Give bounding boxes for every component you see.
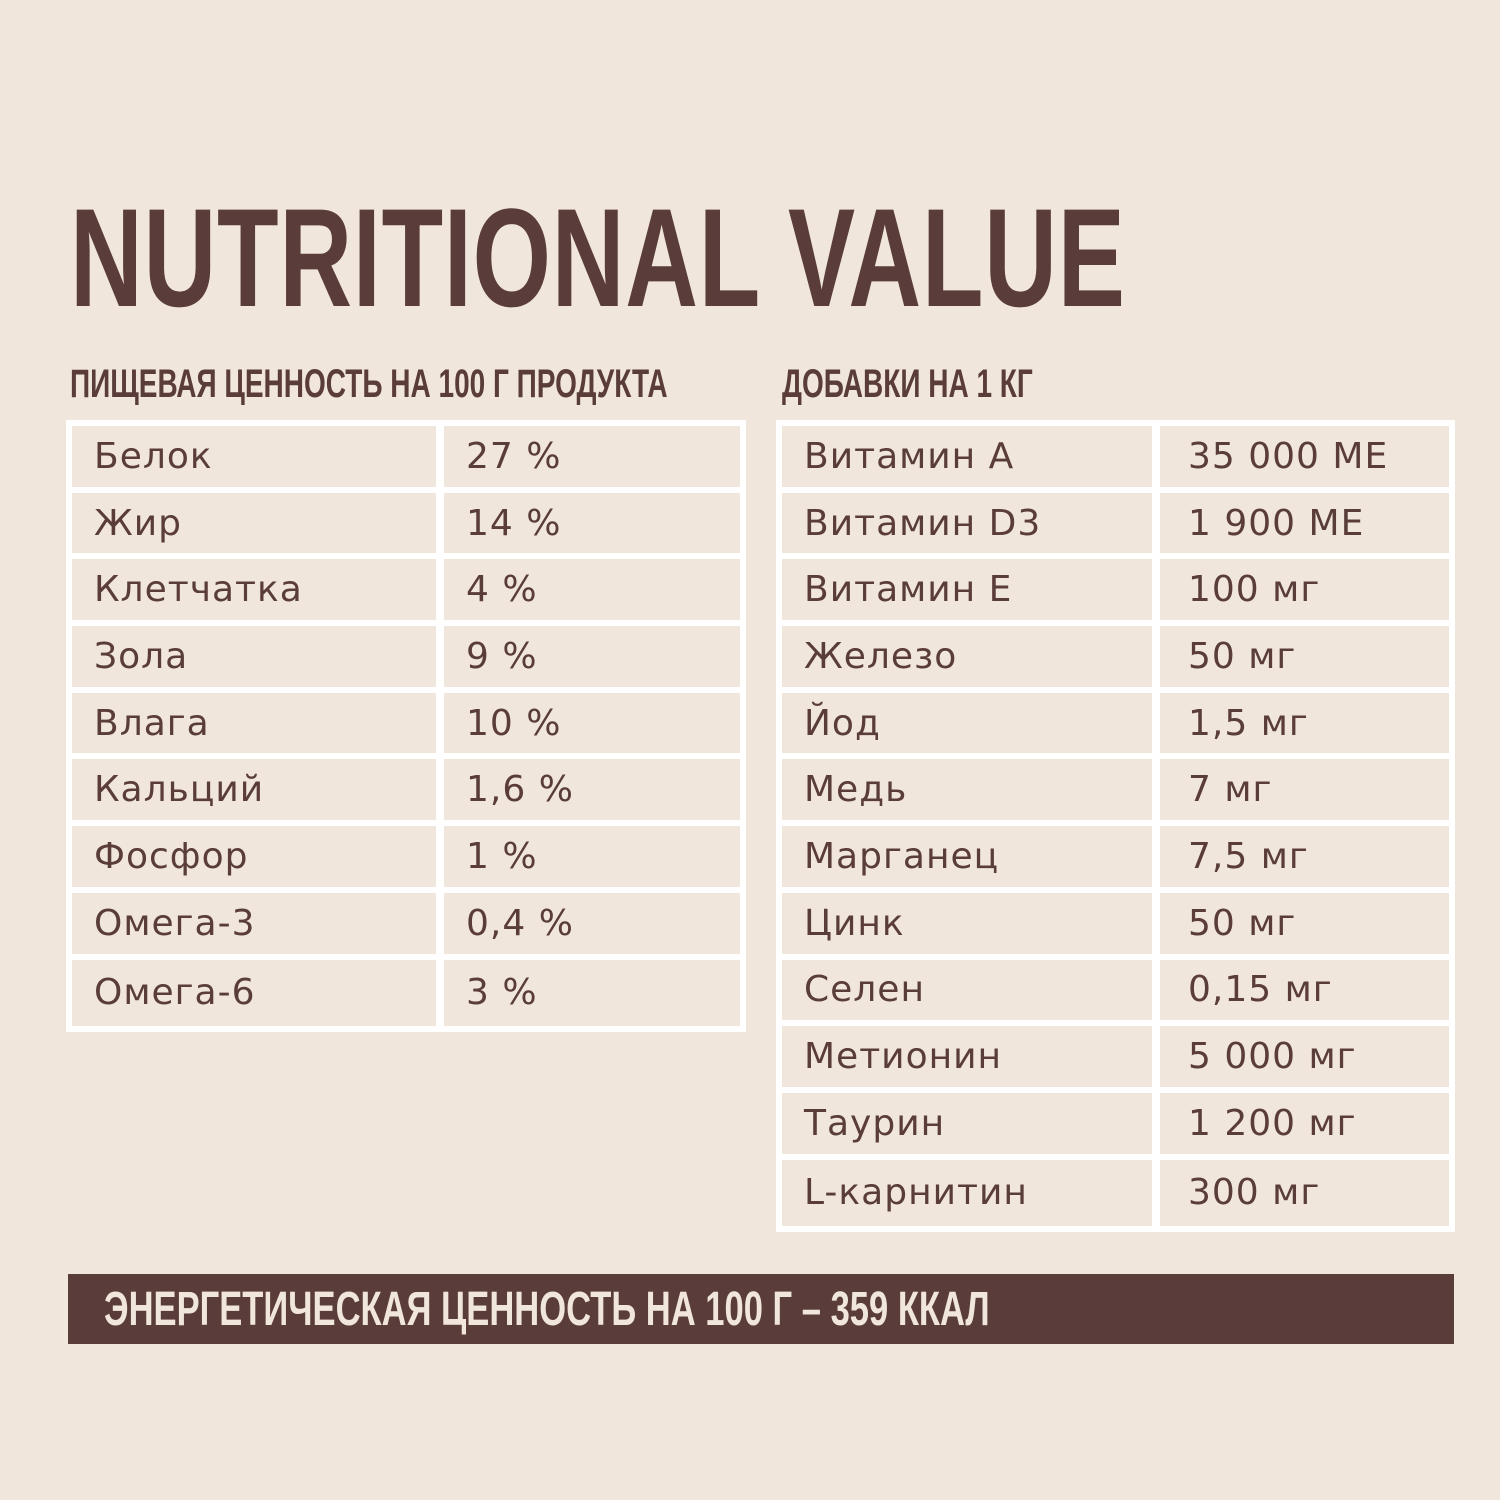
additive-value: 7,5 мг	[1188, 835, 1309, 877]
additive-value: 100 мг	[1188, 569, 1321, 611]
table-row: Кальций 1,6 %	[72, 759, 740, 827]
energy-banner: ЭНЕРГЕТИЧЕСКАЯ ЦЕННОСТЬ НА 100 Г – 359 К…	[68, 1274, 1454, 1344]
table-row: Таурин 1 200 мг	[782, 1092, 1449, 1160]
nutrient-value: 4 %	[466, 569, 538, 611]
table-row: Влага 10 %	[72, 692, 740, 760]
table-row: Марганец 7,5 мг	[782, 826, 1449, 893]
additive-name: Марганец	[782, 826, 1160, 887]
table-row: Омега-3 0,4 %	[72, 892, 740, 960]
additive-value: 300 мг	[1188, 1172, 1321, 1214]
page-title: NUTRITIONAL VALUE	[70, 179, 1126, 336]
additive-value: 5 000 мг	[1188, 1036, 1357, 1078]
additive-value: 35 000 МЕ	[1188, 435, 1389, 477]
additive-name: Витамин Е	[782, 559, 1160, 621]
nutrient-name: Влага	[72, 692, 444, 754]
nutrient-name: Омега-3	[72, 892, 444, 954]
additive-value: 50 мг	[1188, 635, 1297, 677]
additive-name: Метионин	[782, 1026, 1160, 1087]
additive-name: Витамин А	[782, 426, 1160, 487]
additive-name: Йод	[782, 692, 1160, 754]
additive-name: L-карнитин	[782, 1159, 1160, 1227]
table-row: Цинк 50 мг	[782, 892, 1449, 960]
table-row: Омега-6 3 %	[72, 959, 740, 1027]
table-row: Зола 9 %	[72, 626, 740, 693]
nutrient-name: Белок	[72, 426, 444, 487]
nutrient-value: 9 %	[466, 635, 538, 677]
nutrient-name: Клетчатка	[72, 559, 444, 621]
additive-name: Витамин D3	[782, 492, 1160, 554]
table-row: Медь 7 мг	[782, 759, 1449, 827]
table-row: L-карнитин 300 мг	[782, 1159, 1449, 1227]
additive-value: 1,5 мг	[1188, 702, 1309, 744]
nutrition-heading: ПИЩЕВАЯ ЦЕННОСТЬ НА 100 Г ПРОДУКТА	[70, 362, 668, 406]
additive-value: 1 900 МЕ	[1188, 502, 1365, 544]
additive-value: 0,15 мг	[1188, 969, 1333, 1011]
nutrient-name: Омега-6	[72, 959, 444, 1027]
table-row: Йод 1,5 мг	[782, 692, 1449, 760]
table-row: Витамин D3 1 900 МЕ	[782, 492, 1449, 560]
nutrient-value: 3 %	[466, 972, 538, 1014]
nutrient-name: Жир	[72, 492, 444, 554]
additives-heading: ДОБАВКИ НА 1 КГ	[782, 362, 1033, 406]
additive-value: 1 200 мг	[1188, 1102, 1357, 1144]
table-row: Железо 50 мг	[782, 626, 1449, 693]
table-row: Белок 27 %	[72, 426, 740, 493]
additive-value: 50 мг	[1188, 902, 1297, 944]
additive-name: Железо	[782, 626, 1160, 687]
table-row: Клетчатка 4 %	[72, 559, 740, 627]
nutrient-value: 27 %	[466, 435, 562, 477]
additive-name: Селен	[782, 959, 1160, 1021]
energy-value-text: ЭНЕРГЕТИЧЕСКАЯ ЦЕННОСТЬ НА 100 Г – 359 К…	[104, 1283, 990, 1336]
nutrient-value: 0,4 %	[466, 902, 574, 944]
additive-name: Таурин	[782, 1092, 1160, 1154]
additive-name: Цинк	[782, 892, 1160, 954]
nutrient-value: 1 %	[466, 835, 538, 877]
additive-value: 7 мг	[1188, 769, 1273, 811]
table-row: Витамин Е 100 мг	[782, 559, 1449, 627]
additives-table: Витамин А 35 000 МЕ Витамин D3 1 900 МЕ …	[776, 420, 1455, 1233]
table-row: Витамин А 35 000 МЕ	[782, 426, 1449, 493]
table-row: Жир 14 %	[72, 492, 740, 560]
nutrient-value: 14 %	[466, 502, 562, 544]
nutrition-table: Белок 27 % Жир 14 % Клетчатка 4 % Зола 9…	[66, 420, 746, 1033]
nutrient-name: Фосфор	[72, 826, 444, 887]
table-row: Селен 0,15 мг	[782, 959, 1449, 1027]
nutrient-name: Кальций	[72, 759, 444, 821]
nutrient-name: Зола	[72, 626, 444, 687]
additive-name: Медь	[782, 759, 1160, 821]
nutrient-value: 10 %	[466, 702, 562, 744]
table-row: Метионин 5 000 мг	[782, 1026, 1449, 1093]
nutrient-value: 1,6 %	[466, 769, 574, 811]
table-row: Фосфор 1 %	[72, 826, 740, 893]
